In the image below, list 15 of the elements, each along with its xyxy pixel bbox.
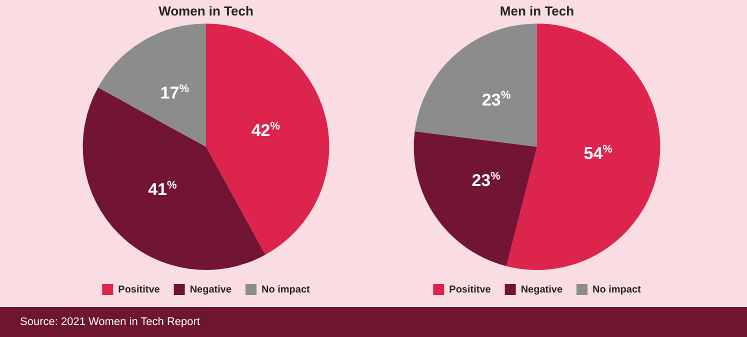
data-label: 23% — [472, 170, 501, 190]
legend-label: Negative — [520, 284, 563, 296]
source-note: Source: 2021 Women in Tech Report — [0, 307, 747, 337]
data-label: 17% — [160, 82, 190, 102]
legend-label: No impact — [262, 284, 311, 296]
chart-title: Men in Tech — [500, 3, 574, 18]
legend-label: Posititve — [118, 284, 160, 296]
data-label: 41% — [148, 179, 178, 200]
legend-label: Posititve — [449, 284, 492, 296]
data-label: 42% — [251, 120, 280, 140]
data-label: 23% — [482, 90, 511, 110]
legend-label: No impact — [592, 284, 642, 296]
legend-label: Negative — [190, 284, 232, 296]
data-label: 54% — [584, 144, 613, 164]
chart-title: Women in Tech — [158, 3, 254, 18]
